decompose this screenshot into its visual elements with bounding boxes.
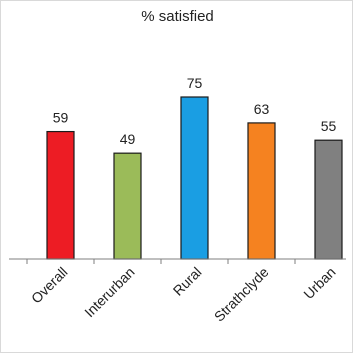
bar-rural	[180, 96, 209, 260]
category-label: Overall	[28, 264, 71, 307]
category-label: Rural	[170, 264, 205, 299]
value-label: 49	[120, 131, 136, 147]
value-label: 75	[187, 75, 203, 91]
bars-group	[46, 96, 343, 260]
category-label: Strathclyde	[211, 264, 272, 325]
value-label: 59	[53, 110, 69, 126]
value-labels: 59 49 75 63 55	[53, 75, 337, 147]
category-label: Urban	[300, 264, 338, 302]
bar-overall	[46, 130, 75, 260]
x-axis-ticks	[26, 259, 296, 264]
bar-urban	[314, 139, 343, 260]
value-label: 63	[254, 101, 270, 117]
value-label: 55	[321, 118, 337, 134]
category-labels: Overall Interurban Rural Strathclyde Urban	[28, 264, 339, 325]
category-label: Interurban	[81, 264, 137, 320]
bar-strathclyde	[247, 122, 276, 260]
bar-interurban	[113, 152, 142, 260]
chart-title: % satisfied	[141, 8, 214, 25]
